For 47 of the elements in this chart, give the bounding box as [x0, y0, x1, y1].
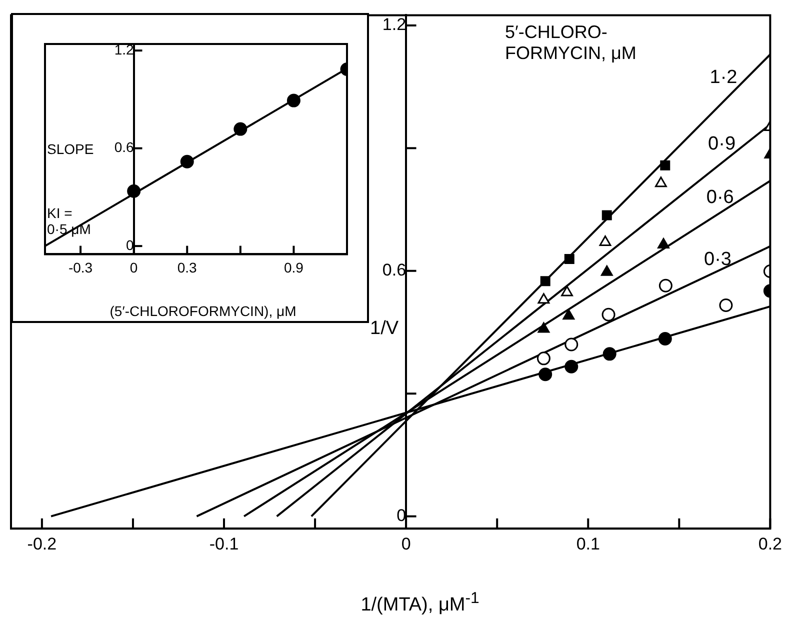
point — [658, 332, 672, 346]
y-tick-label: 0 — [396, 506, 406, 526]
x-tick-label: -0.1 — [209, 534, 239, 554]
x-tick-label: -0.3 — [68, 259, 93, 276]
point — [719, 298, 733, 312]
x-tick-label: 0.1 — [576, 534, 600, 554]
point — [540, 276, 550, 286]
point — [538, 322, 550, 333]
y-tick-label: 0.6 — [382, 260, 406, 280]
point — [660, 160, 670, 170]
series-label: 0·3 — [704, 249, 732, 270]
point — [599, 235, 612, 246]
y-tick-label: 1.2 — [382, 15, 406, 34]
point — [127, 184, 141, 198]
series-label: 0·9 — [708, 133, 736, 154]
point — [658, 238, 670, 248]
point — [564, 360, 578, 374]
point — [538, 368, 552, 382]
point — [564, 338, 578, 352]
point — [600, 265, 613, 276]
x-tick-label: 0.3 — [177, 259, 198, 276]
point — [602, 308, 616, 322]
x-axis-title: 1/(MTA), μM$^{-1}$ — [360, 590, 480, 616]
x-tick-label: 0.9 — [284, 259, 304, 276]
y-tick-label: 1.2 — [114, 41, 134, 58]
y-tick-label: 0 — [126, 236, 134, 253]
point — [658, 278, 672, 292]
point — [602, 347, 616, 361]
y-axis-title: SLOPE — [47, 141, 94, 158]
series-label: 0·6 — [706, 186, 734, 208]
x-tick-label: -0.2 — [27, 534, 57, 554]
point — [562, 309, 575, 320]
point — [286, 94, 300, 108]
point — [536, 352, 550, 366]
legend-title: 5′-CHLORO- FORMYCIN, μM — [505, 22, 636, 64]
point — [602, 210, 612, 220]
point — [234, 122, 248, 136]
x-axis-title: (5′-CHLOROFORMYCIN), μM — [108, 303, 298, 320]
point — [564, 254, 574, 264]
point — [538, 293, 550, 304]
series-label: 1·2 — [710, 66, 738, 88]
y-axis-title: 1/V — [370, 318, 399, 340]
x-tick-label: 0.2 — [758, 534, 782, 554]
point — [180, 154, 194, 168]
point — [655, 176, 667, 188]
point — [561, 286, 573, 296]
y-tick-label: 0.6 — [114, 139, 134, 156]
